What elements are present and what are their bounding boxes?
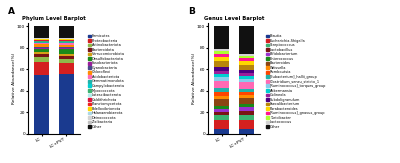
Bar (34, 26, 49, 38)
Bar (214, 88, 229, 92)
Bar (34, 48, 49, 49)
Bar (214, 77, 229, 81)
Bar (214, 74, 229, 77)
Bar (34, 43, 49, 44)
Bar (214, 120, 229, 129)
Bar (34, 39, 49, 40)
Bar (34, 44, 49, 47)
Bar (239, 120, 254, 129)
Bar (59, 26, 74, 38)
Bar (59, 63, 74, 74)
Bar (34, 42, 49, 43)
Bar (239, 79, 254, 82)
Bar (34, 41, 49, 42)
Bar (214, 26, 229, 49)
Bar (214, 109, 229, 112)
Bar (239, 70, 254, 73)
Bar (34, 47, 49, 48)
Bar (214, 51, 229, 54)
Bar (59, 47, 74, 48)
Bar (239, 82, 254, 89)
Bar (239, 54, 254, 56)
Bar (214, 96, 229, 99)
Bar (239, 104, 254, 107)
Bar (239, 58, 254, 61)
Bar (239, 115, 254, 120)
Bar (59, 41, 74, 42)
Text: B: B (188, 7, 195, 15)
Bar (59, 42, 74, 44)
Bar (214, 115, 229, 120)
Bar (34, 49, 49, 52)
Bar (214, 92, 229, 96)
Bar (214, 112, 229, 115)
Bar (239, 111, 254, 115)
Bar (59, 40, 74, 41)
Bar (59, 44, 74, 47)
Bar (214, 61, 229, 67)
Bar (59, 59, 74, 63)
Bar (34, 62, 49, 74)
Bar (59, 54, 74, 56)
Bar (34, 74, 49, 134)
Text: A: A (8, 7, 15, 15)
Bar (239, 56, 254, 58)
Bar (239, 65, 254, 70)
Bar (214, 71, 229, 74)
Bar (239, 129, 254, 134)
Bar (59, 38, 74, 39)
Bar (34, 40, 49, 41)
Bar (239, 107, 254, 111)
Bar (34, 54, 49, 57)
Bar (59, 48, 74, 49)
Bar (239, 92, 254, 95)
Bar (239, 76, 254, 79)
Legend: Firmicutes, Proteobacteria, Actinobacteriota, Bacteroidota, Verrucomicrobiota, D: Firmicutes, Proteobacteria, Actinobacter… (88, 34, 124, 129)
Bar (214, 57, 229, 61)
Bar (239, 89, 254, 92)
Bar (239, 95, 254, 98)
Bar (59, 74, 74, 134)
Bar (34, 57, 49, 62)
Bar (59, 56, 74, 59)
Bar (214, 106, 229, 109)
Bar (239, 98, 254, 104)
Bar (214, 99, 229, 106)
Bar (239, 26, 254, 54)
Bar (239, 61, 254, 65)
Bar (34, 52, 49, 54)
Bar (214, 49, 229, 51)
Y-axis label: Relative Abundance(%): Relative Abundance(%) (192, 53, 196, 104)
Bar (214, 81, 229, 88)
Title: Genus Level Barplot: Genus Level Barplot (204, 16, 264, 21)
Bar (214, 67, 229, 71)
Bar (214, 129, 229, 134)
Y-axis label: Relative Abundance(%): Relative Abundance(%) (12, 53, 16, 104)
Title: Phylum Level Barplot: Phylum Level Barplot (22, 16, 86, 21)
Bar (59, 39, 74, 40)
Bar (34, 38, 49, 39)
Bar (239, 73, 254, 76)
Bar (59, 49, 74, 54)
Bar (214, 54, 229, 57)
Legend: Blautia, Escherichia-Shigella, Streptococcus, Lactobacillus, Bifidobacterium, En: Blautia, Escherichia-Shigella, Streptoco… (266, 34, 326, 129)
